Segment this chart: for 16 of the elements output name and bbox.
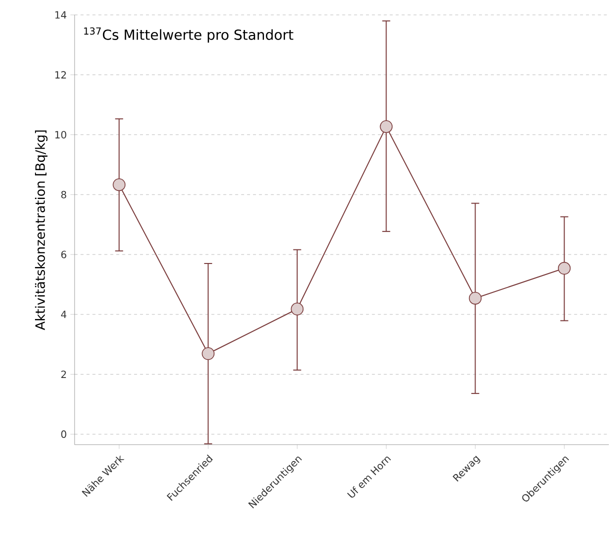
y-tick-label: 10 <box>55 130 66 138</box>
y-tick-label: 6 <box>61 250 66 258</box>
point <box>202 347 215 360</box>
y-tick-label: 8 <box>61 190 66 198</box>
point <box>112 178 126 192</box>
text: $^{137}$Cs Mittelwerte pro Standort <box>84 27 294 43</box>
y-tick-label: 2 <box>61 370 66 378</box>
point <box>468 292 482 305</box>
y-tick-label: 14 <box>55 11 66 18</box>
y-tick-label: 0 <box>61 430 66 438</box>
point <box>558 262 571 275</box>
y-tick-label: 4 <box>61 310 66 318</box>
y-axis-title: Aktivitätskonzentration [Bq/kg] <box>34 130 48 330</box>
point <box>380 120 393 133</box>
y-tick-label: 12 <box>55 71 66 78</box>
point <box>290 302 304 316</box>
